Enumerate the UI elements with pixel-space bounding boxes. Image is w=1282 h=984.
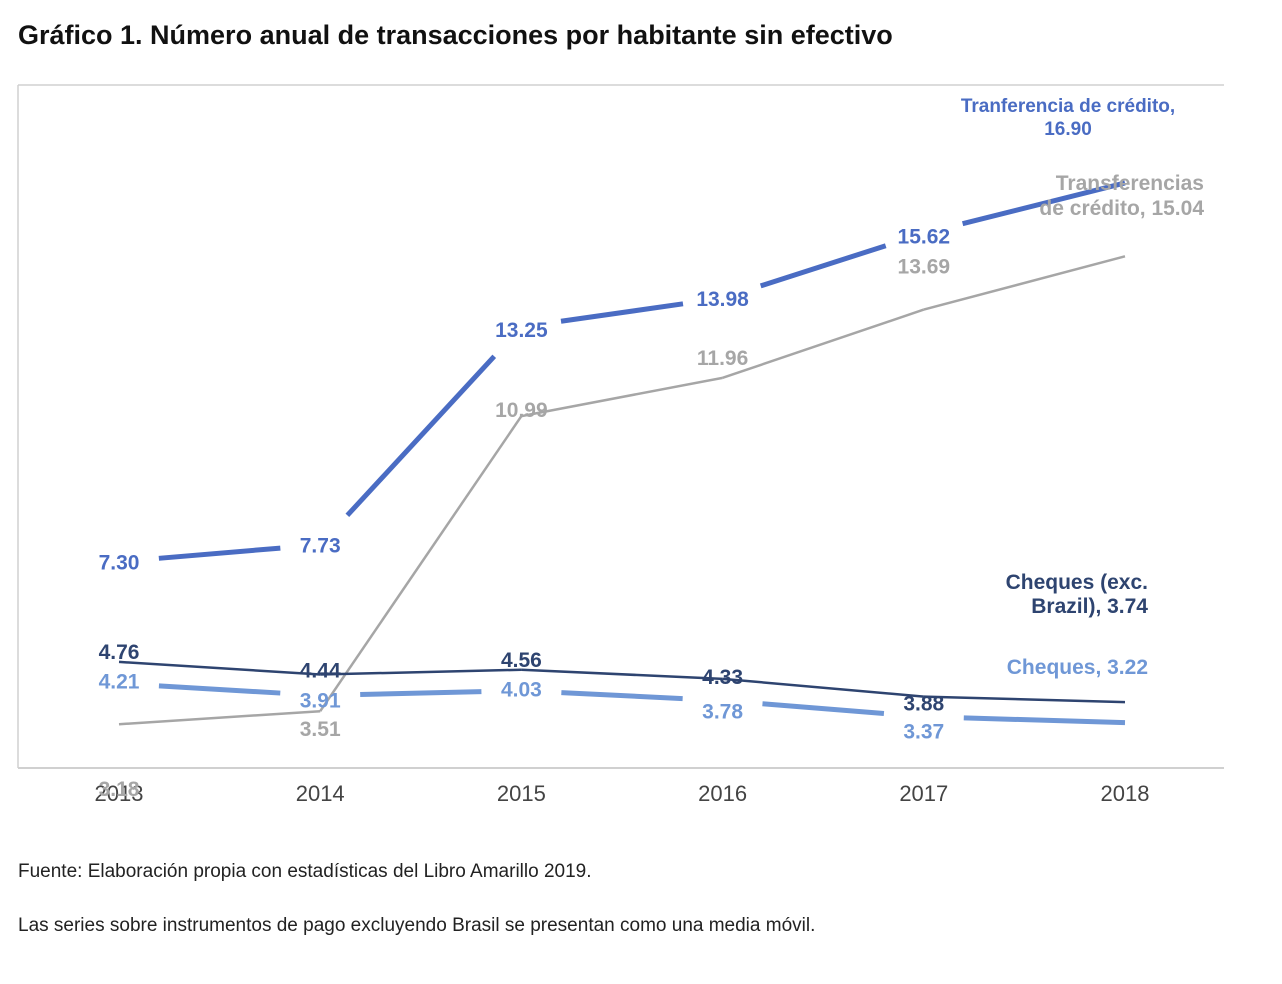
series-line-segment-transfer bbox=[319, 415, 523, 712]
series-end-labels: Tranferencia de crédito,16.90 Transferenc… bbox=[961, 96, 1204, 679]
x-tick-label: 2015 bbox=[497, 781, 546, 806]
data-label: 3.51 bbox=[300, 718, 341, 741]
x-axis-ticks: 2013 2014 2015 2016 2017 2018 bbox=[95, 781, 1150, 806]
data-label: 13.25 bbox=[495, 319, 548, 342]
data-label: 3.78 bbox=[702, 701, 743, 724]
data-label: 13.69 bbox=[898, 256, 951, 279]
series-line-segment-cheques_exc_brazil bbox=[722, 677, 924, 698]
series-line-segment-cheques bbox=[762, 701, 885, 717]
x-tick-label: 2017 bbox=[899, 781, 948, 806]
series-line-segment-cheques_exc_brazil bbox=[923, 695, 1126, 704]
series-end-label: 16.90 bbox=[1044, 119, 1092, 140]
series-end-label: Cheques, 3.22 bbox=[1007, 656, 1148, 679]
data-label: 3.18 bbox=[99, 778, 140, 801]
x-tick-label: 2018 bbox=[1101, 781, 1150, 806]
data-label: 4.03 bbox=[501, 679, 542, 702]
data-label: 3.37 bbox=[903, 721, 944, 744]
series-line-segment-cheques bbox=[158, 683, 281, 696]
series-end-label: de crédito, 15.04 bbox=[1039, 197, 1204, 220]
x-tick-label: 2016 bbox=[698, 781, 747, 806]
series-line-segment-cheques bbox=[963, 715, 1126, 726]
series-line-segment-transfer bbox=[722, 308, 925, 380]
data-label: 7.73 bbox=[300, 535, 341, 558]
data-label: 13.98 bbox=[696, 288, 749, 311]
data-label: 7.30 bbox=[99, 552, 140, 575]
series-line-segment-cheques bbox=[561, 690, 683, 702]
series-end-label: Brazil), 3.74 bbox=[1031, 595, 1148, 618]
data-label: 3.91 bbox=[300, 689, 341, 712]
data-label: 4.21 bbox=[99, 671, 140, 694]
series-line-segment-transfer bbox=[923, 255, 1126, 311]
data-label: 10.99 bbox=[495, 399, 548, 422]
series-line-segment-transfer_exc_brazil bbox=[759, 243, 887, 289]
series-line-segment-transfer bbox=[521, 376, 723, 418]
series-line-segment-transfer_exc_brazil bbox=[345, 354, 497, 518]
data-label: 11.96 bbox=[697, 347, 748, 370]
series-line-segment-cheques_exc_brazil bbox=[118, 660, 321, 676]
series-line-segment-transfer_exc_brazil bbox=[961, 180, 1126, 227]
series-line-segment-transfer_exc_brazil bbox=[158, 545, 281, 561]
series-note: Las series sobre instrumentos de pago ex… bbox=[18, 915, 816, 936]
series-line-segment-transfer bbox=[118, 709, 321, 726]
data-label: 3.88 bbox=[903, 693, 944, 716]
series-end-label: Cheques (exc. bbox=[1006, 571, 1148, 594]
series-end-label: Transferencias bbox=[1056, 172, 1204, 195]
series-end-label: Tranferencia de crédito, bbox=[961, 96, 1175, 117]
data-label: 4.76 bbox=[99, 641, 140, 664]
series-line-segment-cheques_exc_brazil bbox=[320, 668, 522, 676]
series-line-segment-cheques_exc_brazil bbox=[521, 668, 723, 681]
series-lines bbox=[118, 180, 1126, 726]
series-line-segment-cheques bbox=[360, 689, 482, 697]
data-labels: 7.30 7.73 13.25 13.98 15.62 3.18 3.51 10.99 11.9… bbox=[99, 225, 951, 801]
data-label: 15.62 bbox=[898, 225, 951, 248]
series-line-segment-transfer_exc_brazil bbox=[560, 301, 684, 324]
data-label: 4.44 bbox=[300, 660, 341, 683]
x-tick-label: 2013 bbox=[95, 781, 144, 806]
data-label: 4.56 bbox=[501, 649, 542, 672]
source-note: Fuente: Elaboración propia con estadísti… bbox=[18, 861, 592, 882]
x-tick-label: 2014 bbox=[296, 781, 345, 806]
chart-title: Gráfico 1. Número anual de transacciones… bbox=[18, 20, 893, 50]
data-label: 4.33 bbox=[702, 666, 743, 689]
